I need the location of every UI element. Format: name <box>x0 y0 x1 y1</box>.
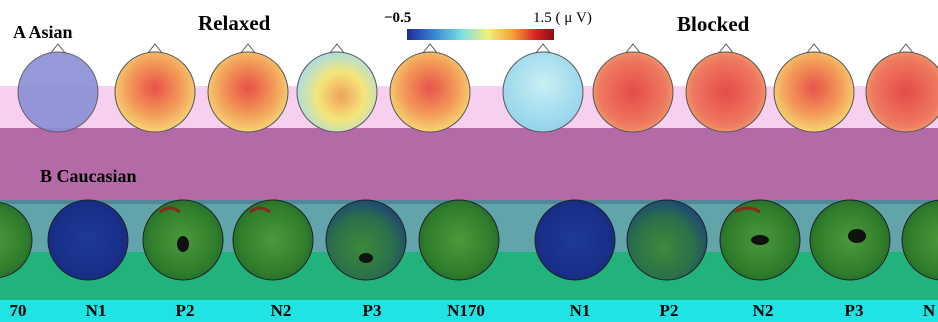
topomap-asian-10 <box>865 51 938 133</box>
component-label: N1 <box>569 301 591 320</box>
component-label: P3 <box>362 301 382 320</box>
component-label: N2 <box>752 301 774 320</box>
topomap-caucasian-5 <box>418 199 500 281</box>
topomap-asian-2 <box>114 51 196 133</box>
colorbar <box>407 29 554 40</box>
topomap-caucasian-10 <box>901 199 938 281</box>
topomap-caucasian-4 <box>325 199 407 281</box>
topomap-asian-8 <box>685 51 767 133</box>
component-label: P3 <box>844 301 864 320</box>
component-label: 70 <box>9 301 27 320</box>
component-label: N1 <box>85 301 107 320</box>
condition-relaxed-title: Relaxed <box>198 11 271 35</box>
topomap-asian-6 <box>502 51 584 133</box>
bottom-row-heads <box>0 199 938 281</box>
colorbar-min-label: −0.5 <box>384 10 412 26</box>
topomap-caucasian-6 <box>534 199 616 281</box>
topomap-asian-3 <box>207 51 289 133</box>
topomap-asian-1 <box>17 51 99 133</box>
topomap-caucasian-1 <box>47 199 129 281</box>
component-label: P2 <box>659 301 679 320</box>
component-label: N170 <box>447 301 485 320</box>
topomap-asian-9 <box>773 51 855 133</box>
component-label: N <box>922 301 936 320</box>
condition-blocked-title: Blocked <box>677 12 750 36</box>
topomap-caucasian-0 <box>0 201 33 279</box>
component-label: N2 <box>270 301 292 320</box>
panel-b-label: B Caucasian <box>40 166 137 186</box>
topomap-caucasian-7 <box>626 199 708 281</box>
topomap-asian-7 <box>592 51 674 133</box>
top-row-heads <box>17 43 938 133</box>
panel-a-label: A Asian <box>13 22 73 42</box>
colorbar-max-label: 1.5 ( μ V) <box>533 10 592 26</box>
topomap-asian-4 <box>296 51 378 133</box>
component-label: P2 <box>175 301 195 320</box>
cyan-band <box>0 300 938 322</box>
topomap-caucasian-3 <box>232 199 314 281</box>
purple-band <box>0 128 938 204</box>
topomap-asian-5 <box>389 51 471 133</box>
